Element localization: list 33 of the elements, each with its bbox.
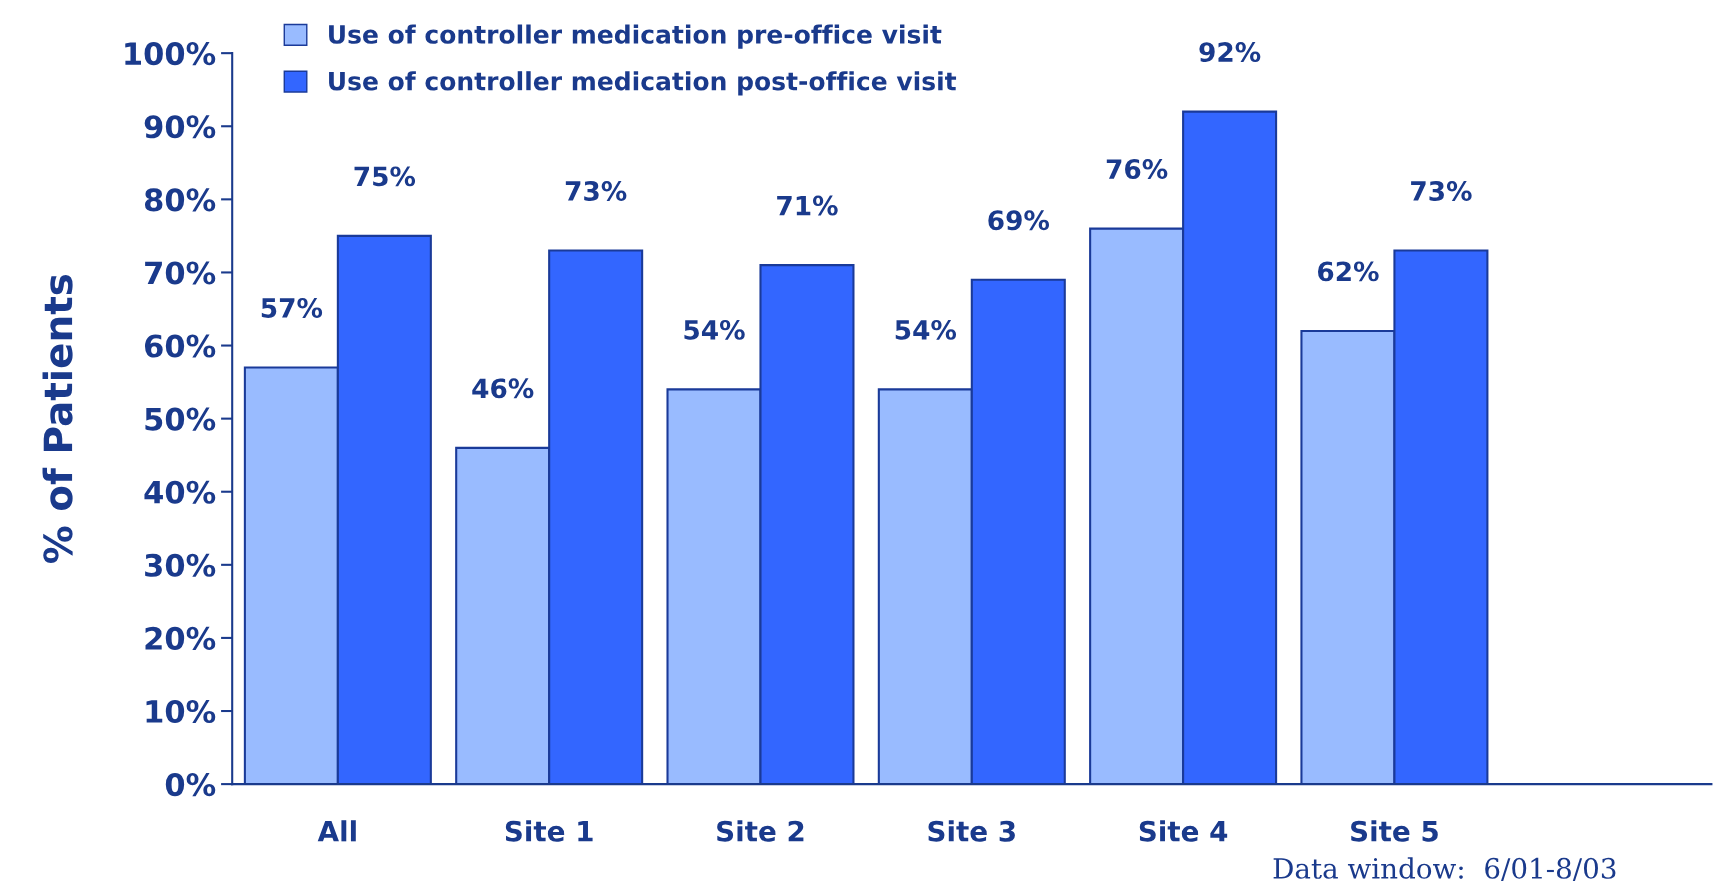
y-tick-label: 100% (125, 42, 216, 66)
y-tick-label: 90% (144, 115, 216, 139)
y-tick-label: 50% (145, 407, 216, 431)
y-axis-title: % of Patients (42, 274, 73, 563)
y-tick-label: 40% (144, 480, 216, 504)
y-tick-label: 70% (145, 261, 216, 285)
data-label: 57% (261, 297, 323, 318)
data-label: 62% (1317, 261, 1379, 282)
data-label: 75% (354, 166, 416, 187)
data-label: 69% (988, 210, 1050, 231)
x-tick-label: Site 2 (717, 820, 804, 842)
data-label: 71% (777, 195, 838, 216)
x-tick-label: Site 3 (928, 820, 1015, 842)
y-tick-label: 20% (145, 626, 216, 650)
data-label: 54% (684, 319, 745, 340)
y-tick-label: 10% (146, 699, 216, 724)
data-label: 73% (565, 181, 627, 201)
data-label: 92% (1199, 42, 1261, 63)
data-label: 76% (1106, 159, 1168, 180)
legend-label: Use of controller medication post-office visit (329, 71, 957, 96)
x-tick-label: All (317, 820, 356, 842)
y-tick-label: 60% (144, 334, 216, 358)
x-tick-label: Site 5 (1351, 820, 1438, 842)
y-tick-label: 30% (145, 553, 216, 577)
y-tick-label: 80% (144, 188, 216, 212)
x-tick-label: Site 1 (505, 820, 593, 842)
text: Data window: 6/01-8/03 (1273, 857, 1616, 882)
x-tick-label: Site 4 (1139, 820, 1228, 842)
y-tick-label: 0% (165, 773, 216, 797)
data-label: 54% (895, 319, 957, 340)
data-label: 46% (472, 378, 534, 399)
data-label: 73% (1411, 181, 1472, 201)
legend-label: Use of controller medication pre-office visit (329, 24, 942, 49)
